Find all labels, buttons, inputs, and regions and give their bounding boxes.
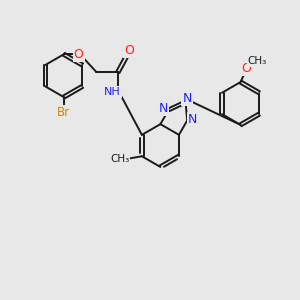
Text: Br: Br bbox=[57, 106, 70, 119]
Text: N: N bbox=[182, 92, 192, 106]
Text: O: O bbox=[241, 62, 251, 75]
Text: N: N bbox=[159, 102, 168, 115]
Text: O: O bbox=[74, 48, 84, 61]
Text: CH₃: CH₃ bbox=[248, 56, 267, 66]
Text: CH₃: CH₃ bbox=[110, 154, 129, 164]
Text: NH: NH bbox=[104, 87, 121, 97]
Text: N: N bbox=[188, 112, 197, 126]
Text: O: O bbox=[124, 44, 134, 57]
